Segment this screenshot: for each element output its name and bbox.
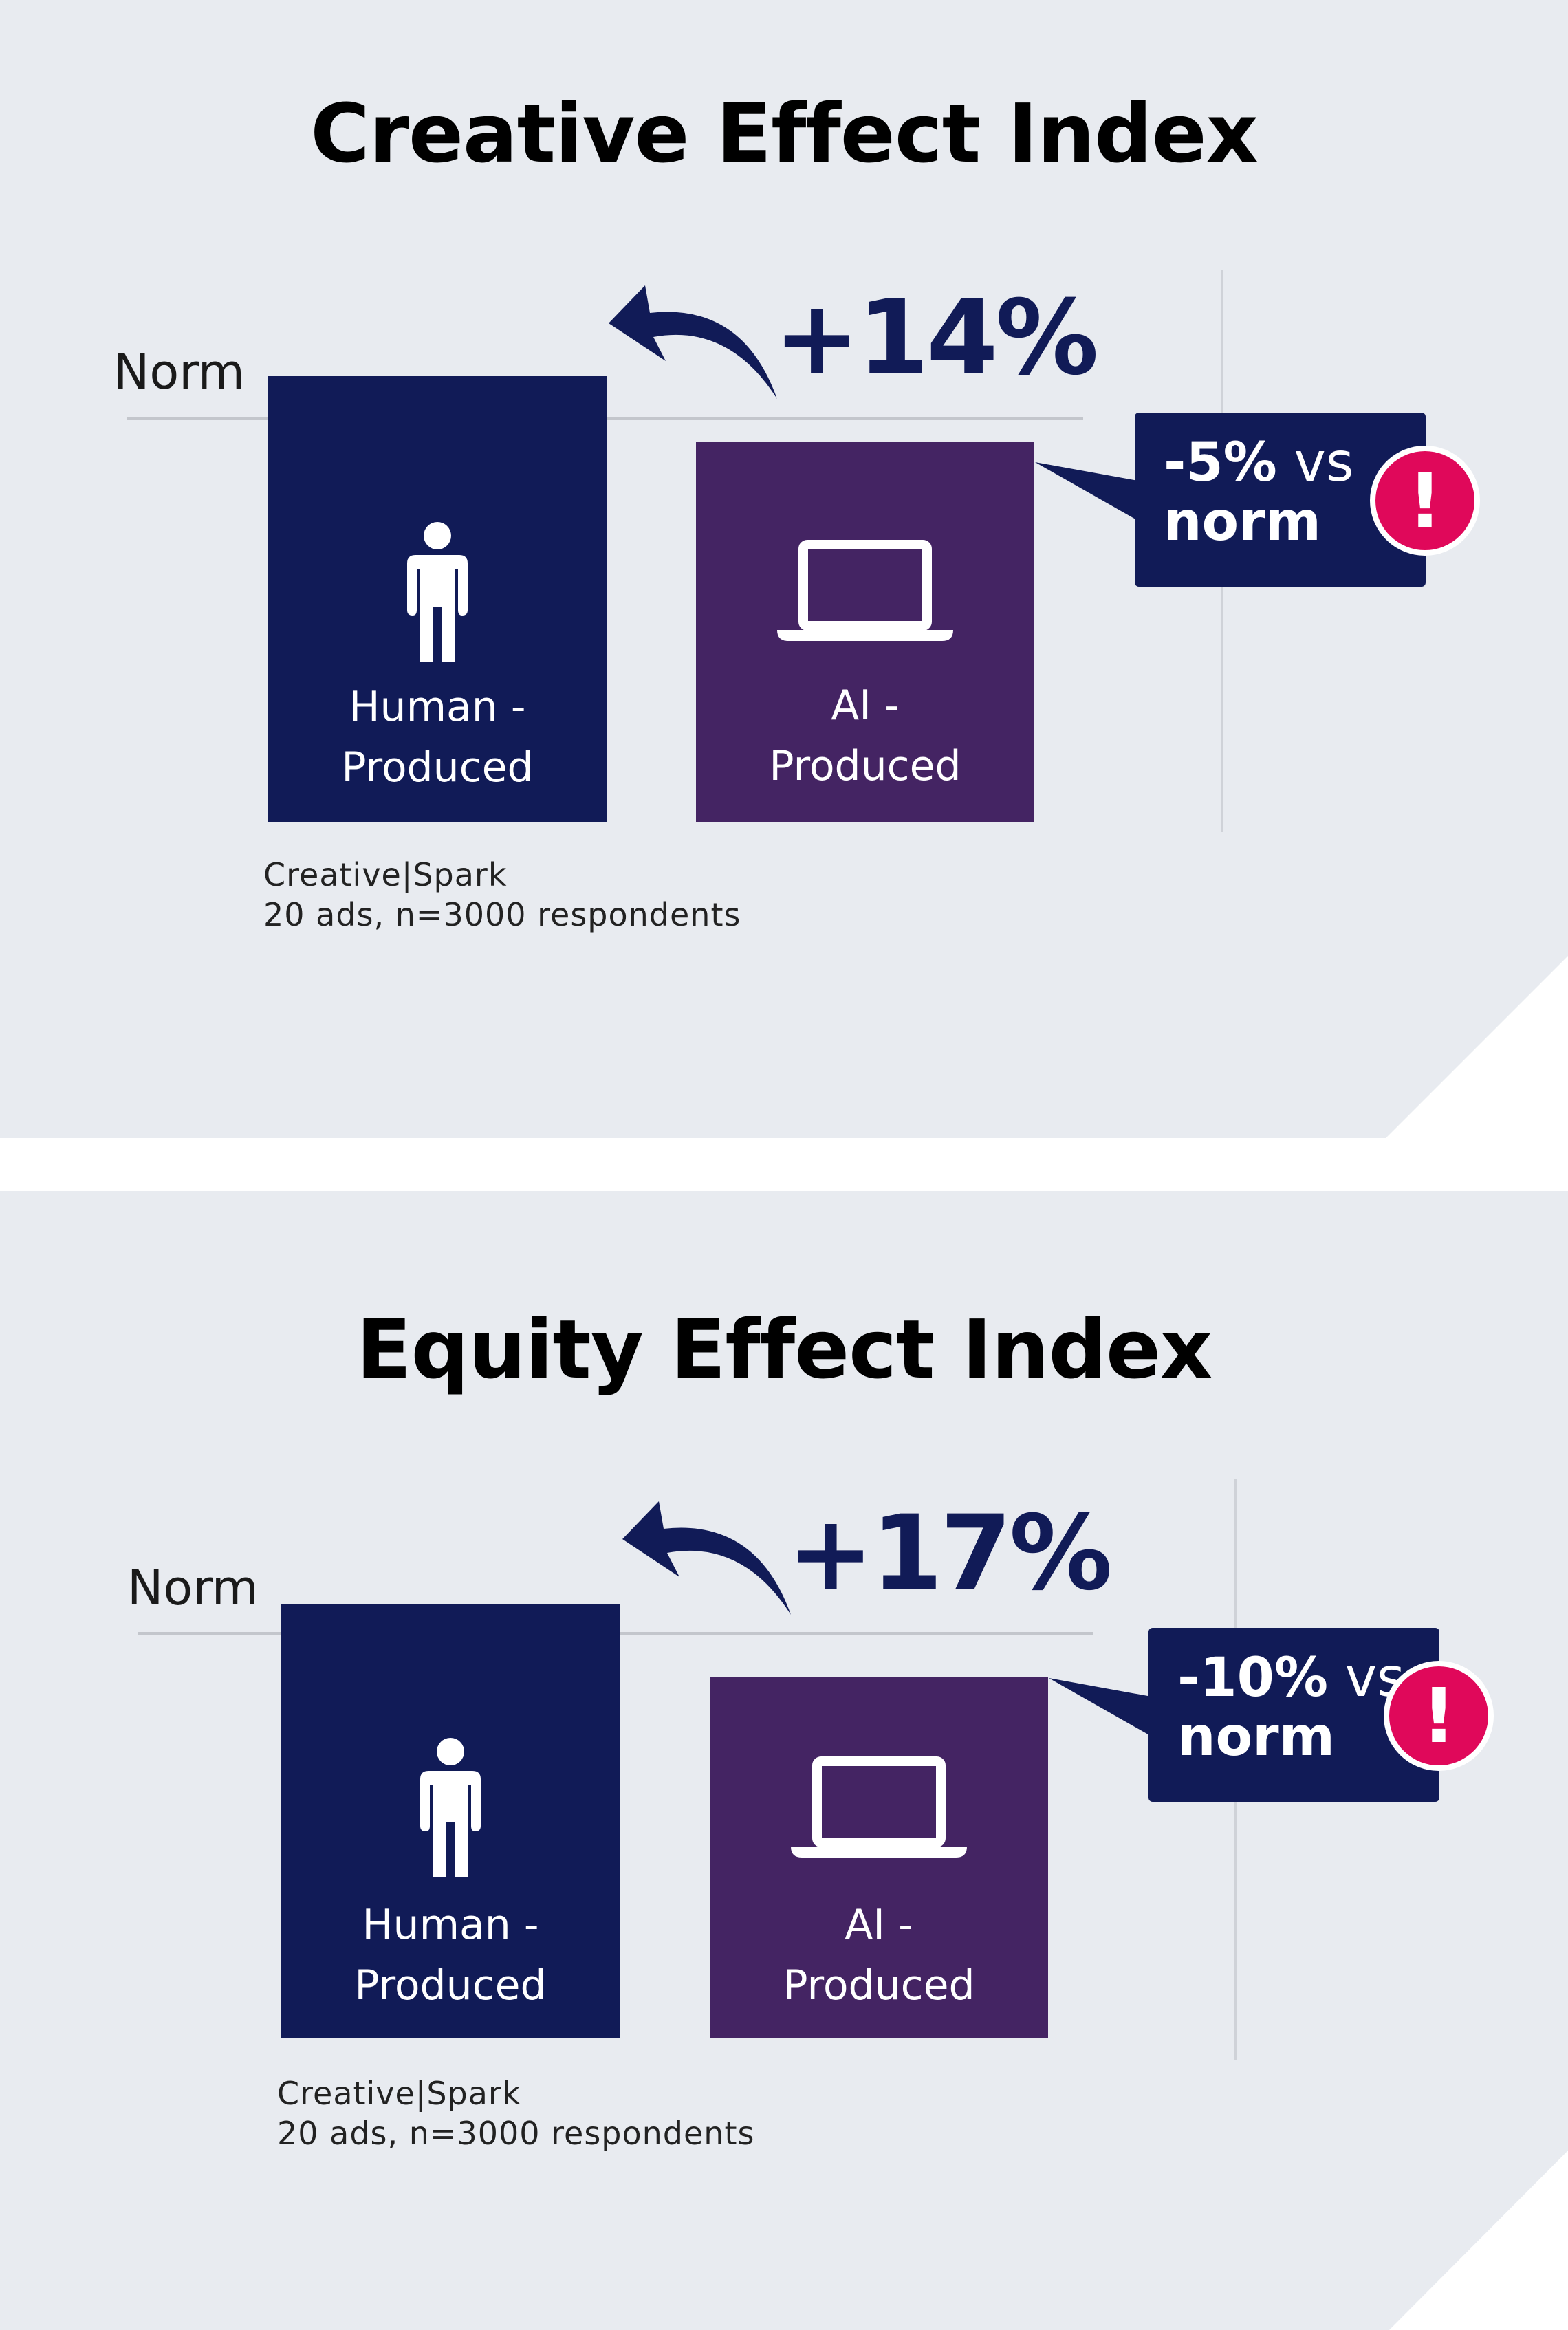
change-label: +14% xyxy=(774,279,1099,398)
callout-box: -10% vs norm xyxy=(1148,1628,1439,1802)
bar-ai-produced: AI - Produced xyxy=(696,442,1034,822)
bar-label-human: Human - Produced xyxy=(354,1901,547,2010)
norm-label: Norm xyxy=(113,344,245,400)
laptop-icon xyxy=(791,1756,967,1858)
source-note: Creative|Spark 20 ads, n=3000 respondent… xyxy=(277,2075,755,2152)
bar-human-produced: Human - Produced xyxy=(268,376,607,822)
bar-human-produced: Human - Produced xyxy=(281,1604,620,2038)
bar-label-human: Human - Produced xyxy=(341,683,534,792)
person-icon xyxy=(407,522,468,662)
source-note: Creative|Spark 20 ads, n=3000 respondent… xyxy=(263,856,741,933)
alert-icon: ! xyxy=(1384,1661,1494,1771)
laptop-icon xyxy=(777,540,953,641)
callout-text: -10% vs norm xyxy=(1177,1647,1405,1768)
callout-pointer xyxy=(1049,1678,1155,1739)
callout-text: -5% vs norm xyxy=(1164,432,1354,553)
change-label: +17% xyxy=(787,1494,1113,1613)
bar-ai-produced: AI - Produced xyxy=(710,1677,1048,2038)
norm-label: Norm xyxy=(127,1560,259,1616)
bar-label-ai: AI - Produced xyxy=(769,682,961,790)
chart-title: Creative Effect Index xyxy=(310,86,1259,181)
bar-label-ai: AI - Produced xyxy=(783,1901,975,2010)
callout-pointer xyxy=(1035,462,1142,523)
curved-arrow-icon xyxy=(609,285,777,399)
curved-arrow-icon xyxy=(622,1501,791,1615)
alert-icon: ! xyxy=(1370,446,1480,556)
person-icon xyxy=(420,1738,481,1877)
chart-title: Equity Effect Index xyxy=(356,1302,1212,1397)
